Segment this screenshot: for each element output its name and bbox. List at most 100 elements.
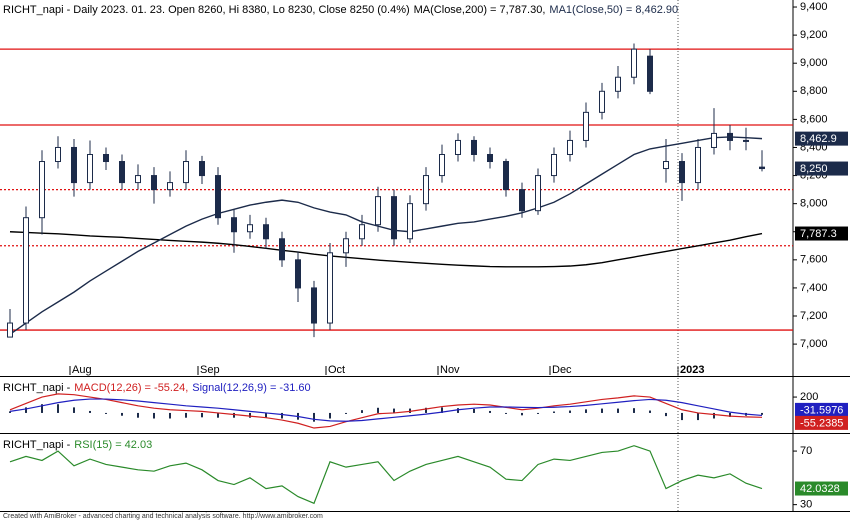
histogram-bar xyxy=(665,412,667,417)
histogram-bar xyxy=(681,412,683,421)
candle-body xyxy=(407,203,413,240)
y-tick-label: 7,400 xyxy=(800,282,828,294)
panel-title: RICHT_napi - MACD(12,26) = -55.24, Signal(… xyxy=(3,382,311,394)
value-box-label: -31.5976 xyxy=(800,404,843,416)
candle-body xyxy=(327,252,333,324)
histogram-bar xyxy=(121,412,123,416)
histogram-bar xyxy=(217,412,219,418)
histogram-bar xyxy=(169,412,171,419)
candle-body xyxy=(87,153,93,184)
histogram-bar xyxy=(281,412,283,419)
histogram-bar xyxy=(57,404,59,413)
candle-body xyxy=(759,166,765,170)
y-tick-label: 9,400 xyxy=(800,1,828,13)
candle-body xyxy=(71,146,77,184)
histogram-bar xyxy=(185,412,187,418)
candle-body xyxy=(695,146,701,184)
histogram-bar xyxy=(473,408,475,413)
candle-body xyxy=(103,153,109,163)
line xyxy=(9,398,763,422)
candle-body xyxy=(663,161,669,170)
value-box xyxy=(795,161,848,176)
value-box xyxy=(795,481,848,496)
candle-body xyxy=(23,217,29,324)
y-tick-label: 7,000 xyxy=(800,338,828,350)
candle-body xyxy=(7,322,13,338)
histogram-bar xyxy=(105,412,107,414)
candle-body xyxy=(295,259,301,289)
panel-title: RICHT_napi - Daily 2023. 01. 23. Open 82… xyxy=(3,4,678,16)
candle-body xyxy=(487,153,493,163)
histogram-bar xyxy=(633,408,635,413)
title: RICHT_napi - Daily 2023. 01. 23. Open 82… xyxy=(3,4,410,16)
histogram-bar xyxy=(153,412,155,419)
candle-body xyxy=(375,196,381,226)
candle-body xyxy=(503,161,509,191)
title: RICHT_napi - xyxy=(3,382,71,394)
value-box-label: 42.0328 xyxy=(800,483,840,495)
value-box-label: 7,787.3 xyxy=(800,228,837,240)
histogram-bar xyxy=(617,408,619,413)
y-tick-label: 8,600 xyxy=(800,113,828,125)
candle-body xyxy=(743,139,749,142)
candle-body xyxy=(519,189,525,212)
candle-body xyxy=(151,175,157,191)
histogram-bar xyxy=(73,407,75,413)
histogram-bar xyxy=(713,412,715,419)
candle-body xyxy=(39,161,45,219)
x-tick-label: Aug xyxy=(72,364,92,376)
value-box-label: 8,250 xyxy=(800,163,828,175)
value-box xyxy=(795,415,848,430)
x-tick-label: Sep xyxy=(200,364,220,376)
candle-body xyxy=(183,161,189,184)
histogram-bar xyxy=(601,408,603,413)
histogram-bar xyxy=(649,410,651,413)
candle-body xyxy=(647,55,653,92)
histogram-bar xyxy=(761,412,763,415)
histogram-bar xyxy=(505,412,507,414)
histogram-bar xyxy=(201,412,203,418)
x-tick-label: Nov xyxy=(440,364,460,376)
histogram-bar xyxy=(569,410,571,413)
candle-body xyxy=(279,238,285,261)
value-box-label: 8,462.9 xyxy=(800,133,837,145)
value-box xyxy=(795,131,848,146)
y-tick-label: 9,200 xyxy=(800,29,828,41)
y-tick-label: 70 xyxy=(800,445,812,457)
candle-body xyxy=(599,90,605,113)
candle-body xyxy=(567,139,573,155)
candle-body xyxy=(55,146,61,163)
candle-body xyxy=(215,175,221,219)
candle-body xyxy=(711,132,717,148)
legend-entry: RSI(15) = 42.03 xyxy=(74,439,152,451)
histogram-bar xyxy=(361,410,363,413)
histogram-bar xyxy=(489,410,491,413)
panel-title: RICHT_napi - RSI(15) = 42.03 xyxy=(3,439,152,451)
candle-body xyxy=(631,48,637,78)
candle-body xyxy=(247,224,253,233)
line xyxy=(9,231,763,268)
y-tick-label: 30 xyxy=(800,499,812,511)
footer: Created with AmiBroker - advanced charti… xyxy=(3,513,323,520)
y-tick-label: 200 xyxy=(800,391,818,403)
candle-body xyxy=(231,217,237,233)
x-tick-label: Dec xyxy=(552,364,572,376)
candle-body xyxy=(391,196,397,240)
legend-entry: Signal(12,26,9) = -31.60 xyxy=(192,382,310,394)
candle-body xyxy=(263,224,269,240)
histogram-bar xyxy=(537,412,539,414)
line xyxy=(9,136,763,335)
title: RICHT_napi - xyxy=(3,439,71,451)
candle-body xyxy=(615,76,621,92)
candle-body xyxy=(119,161,125,184)
candle-body xyxy=(359,224,365,240)
histogram-bar xyxy=(729,412,731,417)
candle-body xyxy=(135,175,141,184)
value-box xyxy=(795,402,848,417)
histogram-bar xyxy=(585,409,587,413)
histogram-bar xyxy=(233,412,235,418)
x-tick-label: 2023 xyxy=(680,364,704,376)
legend-entry: MA(Close,200) = 7,787.30, xyxy=(414,4,546,16)
candle-body xyxy=(679,161,685,184)
